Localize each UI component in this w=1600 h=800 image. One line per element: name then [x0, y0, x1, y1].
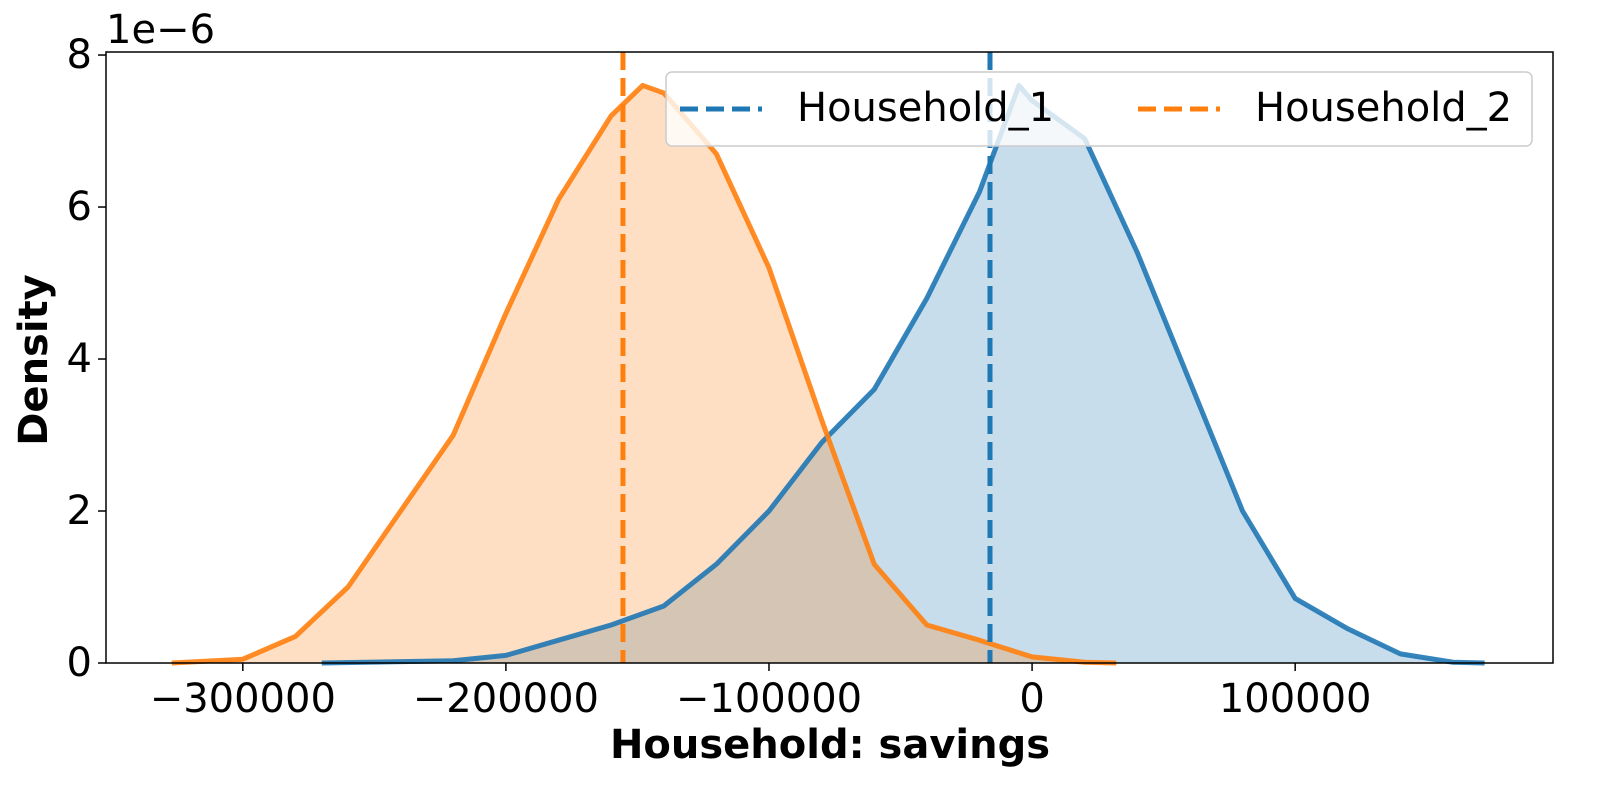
density-line [321, 82, 1485, 666]
x-tick-label: 0 [1019, 676, 1044, 722]
y-tick-label: 4 [67, 336, 92, 382]
y-axis-label: Density [11, 274, 57, 446]
legend-label: Household_2 [1255, 85, 1512, 131]
legend-label: Household_1 [797, 85, 1054, 131]
x-tick-label: −100000 [676, 676, 862, 722]
y-tick-label: 8 [67, 32, 92, 78]
y-offset-label: 1e−6 [106, 7, 215, 53]
x-axis-label: Household: savings [610, 722, 1050, 768]
plot-frame [105, 51, 1554, 664]
x-tick-label: −200000 [413, 676, 599, 722]
density-area [171, 85, 1117, 664]
x-tick-label: −300000 [150, 676, 336, 722]
legend: Household_1 Household_2 [665, 71, 1533, 147]
y-tick-label: 6 [67, 184, 92, 230]
density-area [321, 85, 1485, 664]
y-tick-label: 2 [67, 488, 92, 534]
y-tick-label: 0 [67, 640, 92, 686]
density-line [171, 82, 1117, 666]
legend-box [665, 71, 1533, 147]
x-tick-label: 100000 [1219, 676, 1372, 722]
